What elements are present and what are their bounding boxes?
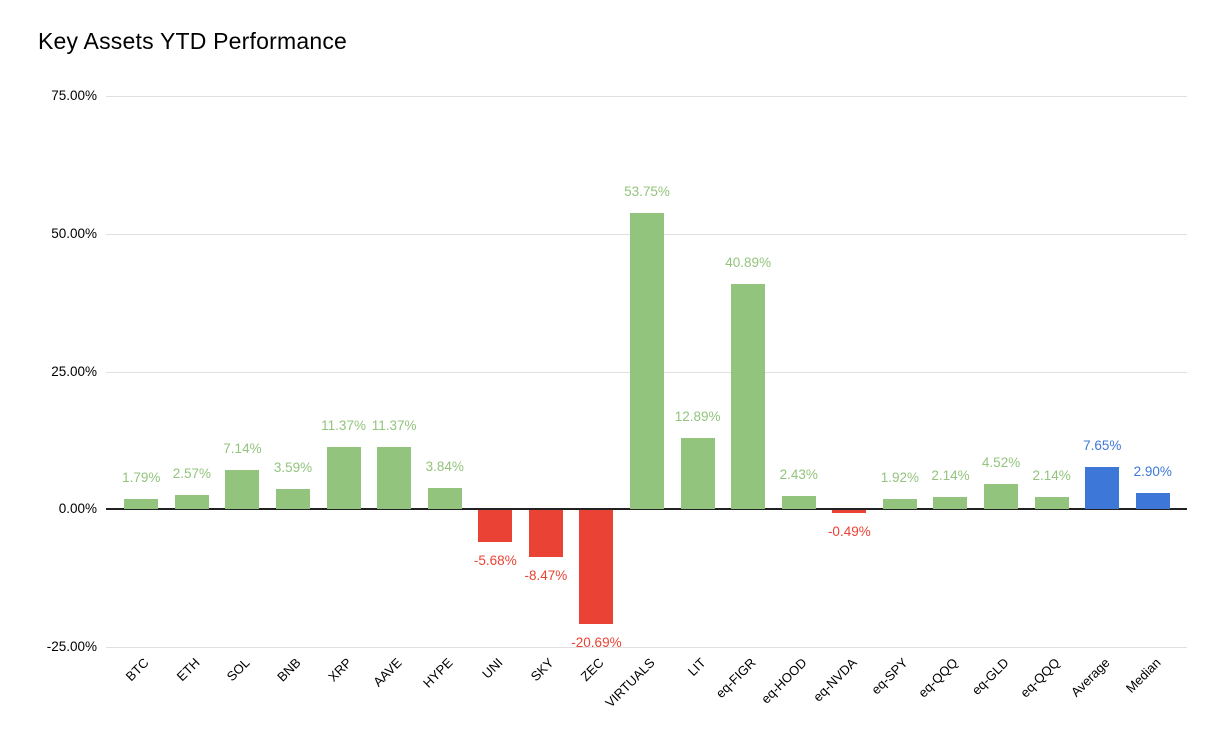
bar-value-label: 1.92% <box>880 469 920 485</box>
bar-value-label: 11.37% <box>371 417 417 433</box>
bar-eq-spy <box>882 498 917 510</box>
bar-value-label: -20.69% <box>571 635 622 651</box>
bar-value-label: 11.37% <box>321 417 366 433</box>
gridline <box>106 96 1187 97</box>
bar-value-label: 53.75% <box>624 184 670 200</box>
x-axis-category-label: BTC <box>122 655 152 684</box>
bar-eq-nvda <box>832 510 867 513</box>
bar-value-label: -8.47% <box>524 567 568 583</box>
bar-value-label: 2.57% <box>172 466 211 482</box>
bar-value-label: 12.89% <box>674 409 721 425</box>
bar-sky <box>528 510 563 557</box>
bar-value-label: 2.43% <box>779 466 818 482</box>
bar-value-label: -5.68% <box>473 552 517 568</box>
y-axis-tick-label: 75.00% <box>51 88 97 103</box>
y-axis-tick-label: -25.00% <box>46 639 97 654</box>
bar-value-label: 7.65% <box>1083 438 1122 454</box>
gridline <box>106 647 1187 648</box>
bar-value-label: 1.79% <box>122 470 161 486</box>
bar-aave <box>377 446 412 510</box>
bar-lit <box>680 438 715 510</box>
bar-bnb <box>276 489 310 510</box>
bar-xrp <box>326 446 361 510</box>
bar-uni <box>478 510 513 542</box>
bar-btc <box>124 499 159 510</box>
bar-value-label: 2.90% <box>1133 464 1172 480</box>
bar-eq-qqq <box>933 497 968 510</box>
bar-eq-gld <box>984 484 1019 510</box>
bar-value-label: 7.14% <box>223 440 262 456</box>
bar-eq-qqq <box>1034 497 1069 510</box>
bar-value-label: 2.14% <box>931 468 970 484</box>
bar-eq-figr <box>731 283 766 510</box>
bar-value-label: 3.59% <box>273 460 313 476</box>
chart-title: Key Assets YTD Performance <box>38 28 348 54</box>
bar-value-label: 3.84% <box>425 459 464 475</box>
y-axis-tick-label: 0.00% <box>58 501 97 517</box>
bar-value-label: -0.49% <box>827 523 871 539</box>
bar-eth <box>174 495 209 510</box>
bar-value-label: 40.89% <box>725 254 772 270</box>
bar-average <box>1085 467 1120 510</box>
zero-axis-line <box>106 508 1187 511</box>
bar-value-label: 2.14% <box>1032 468 1071 484</box>
bar-virtuals <box>630 213 665 510</box>
bar-median <box>1135 493 1170 510</box>
y-axis-tick-label: 50.00% <box>51 225 97 241</box>
bar-eq-hood <box>781 495 816 510</box>
bar-zec <box>579 510 614 625</box>
bar-value-label: 4.52% <box>981 455 1021 471</box>
bar-hype <box>427 488 462 510</box>
bar-sol <box>225 469 260 510</box>
y-axis-tick-label: 25.00% <box>51 363 97 379</box>
